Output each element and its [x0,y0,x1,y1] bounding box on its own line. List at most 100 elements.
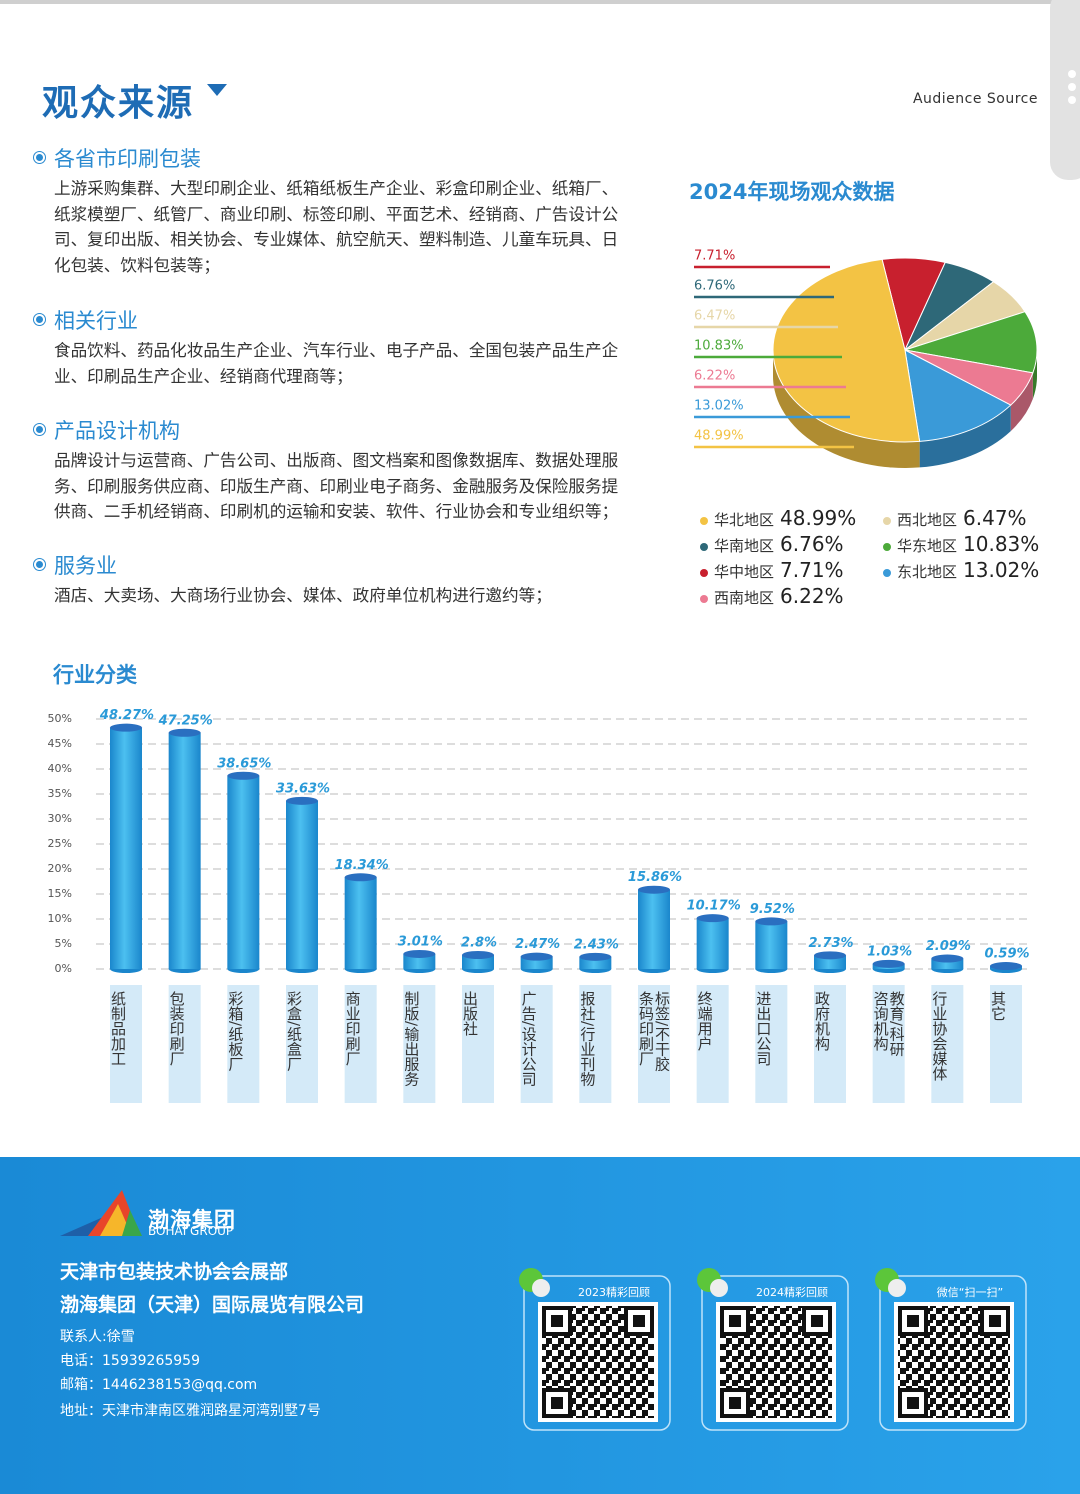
bar [931,958,964,969]
legend-name: 华北地区 [714,511,775,529]
bar [403,953,436,969]
qr-finder-core [551,1397,563,1409]
wechat-icon [532,1279,550,1297]
category-box [403,985,436,1103]
wechat-icon [710,1279,728,1297]
value-label: 10.17% [687,899,741,914]
category-box [520,985,553,1103]
bar-cap [579,952,612,961]
value-label: 15.86% [628,870,682,885]
y-tick-label: 25% [48,837,72,850]
bullet [36,316,43,323]
bar [696,918,729,969]
bar-cap [403,949,436,958]
legend-value: 6.47% [963,506,1027,530]
qr-finder-core [633,1315,645,1327]
value-label: 3.01% [398,934,443,949]
category-box [168,985,201,1103]
qr-finder-core [729,1315,741,1327]
category-box [755,985,788,1103]
bar-cap [931,954,964,963]
contact: 联系人:徐雪 [60,1329,135,1345]
legend-name: 西南地区 [714,589,775,607]
x-tick-label: 咨询机构 教育/科研 [871,991,906,1057]
section-body: 品牌设计与运营商、广告公司、出版商、图文档案和图像数据库、数据处理服务、印刷服务… [54,451,619,521]
section-title: 各省市印刷包装 [54,147,201,171]
y-tick-label: 50% [48,712,72,725]
qr-card [701,1275,849,1431]
logo [60,1190,142,1236]
category-box [990,985,1022,1103]
legend-value: 13.02% [963,558,1040,582]
page-subtitle: Audience Source [912,91,1038,107]
pie-slice-side [919,405,1011,468]
x-tick-label: 纸制品加工 [109,991,127,1066]
logo-name: 渤海集团 [148,1208,236,1232]
bar [462,955,494,969]
callout-label: 6.22% [694,369,735,384]
title-arrow [207,84,227,96]
qr-card [879,1275,1027,1431]
qr-finder [542,1388,572,1418]
category-box [344,985,377,1103]
section-title: 相关行业 [54,309,138,333]
category-box [579,985,612,1103]
tab-dot [1068,96,1076,104]
contact: 邮箱：1446238153@qq.com [60,1377,258,1393]
legend-value: 6.22% [780,584,844,608]
y-tick-label: 10% [48,912,72,925]
callout-label: 48.99% [694,429,744,444]
y-tick-label: 20% [48,862,72,875]
bar-cap [168,728,201,737]
tab-dot [1068,70,1076,78]
pie-title: 2024年现场观众数据 [689,180,895,204]
contact: 电话：15939265959 [60,1353,200,1369]
y-tick-label: 5% [55,937,72,950]
qr-finder-core [989,1315,1001,1327]
x-tick-label: 政府机构 [813,991,831,1051]
legend-value: 48.99% [780,506,857,530]
value-label: 0.59% [984,947,1029,962]
callout-label: 7.71% [694,249,735,264]
pie-slice [772,258,921,443]
pie-slice-side [1010,372,1033,432]
legend-name: 东北地区 [897,563,958,581]
legend-marker [700,517,708,525]
section-title: 产品设计机构 [54,419,180,443]
value-label: 2.09% [926,939,971,954]
organizer: 渤海集团（天津）国际展览有限公司 [60,1294,365,1316]
legend-value: 6.76% [780,532,844,556]
logo-english: BOHAI GROUP [148,1224,234,1238]
pie-slice [904,349,1012,442]
value-label: 48.27% [99,708,154,723]
legend-marker [883,543,891,551]
x-tick-label: 制版/输出服务 [402,991,421,1087]
section-title: 服务业 [54,554,117,578]
qr-finder [898,1306,928,1336]
y-tick-label: 35% [48,787,72,800]
tab-dot [1068,83,1076,91]
legend-entry: 东北地区 13.02% [883,558,1039,582]
bar [755,921,788,969]
y-tick-label: 40% [48,762,72,775]
bar-cap [344,873,377,882]
legend-marker [883,569,891,577]
bar-cap [638,885,670,894]
legend-value: 10.83% [963,532,1040,556]
value-label: 2.8% [461,936,497,951]
x-tick-label: 出版社 [461,991,479,1036]
qr-caption: 2023精彩回顾 [578,1286,650,1299]
contact: 地址：天津市津南区雅润路星河湾别墅7号 [60,1403,321,1419]
x-tick-label: 包装印刷厂 [167,991,186,1066]
legend-entry: 华北地区 48.99% [700,506,856,530]
callout-label: 6.47% [694,309,735,324]
wechat-icon [888,1279,906,1297]
value-label: 1.03% [867,944,912,959]
bar [110,727,142,969]
bullet [36,426,43,433]
value-label: 2.47% [515,937,560,952]
legend-name: 华南地区 [714,537,775,555]
side-tab [1050,0,1080,180]
